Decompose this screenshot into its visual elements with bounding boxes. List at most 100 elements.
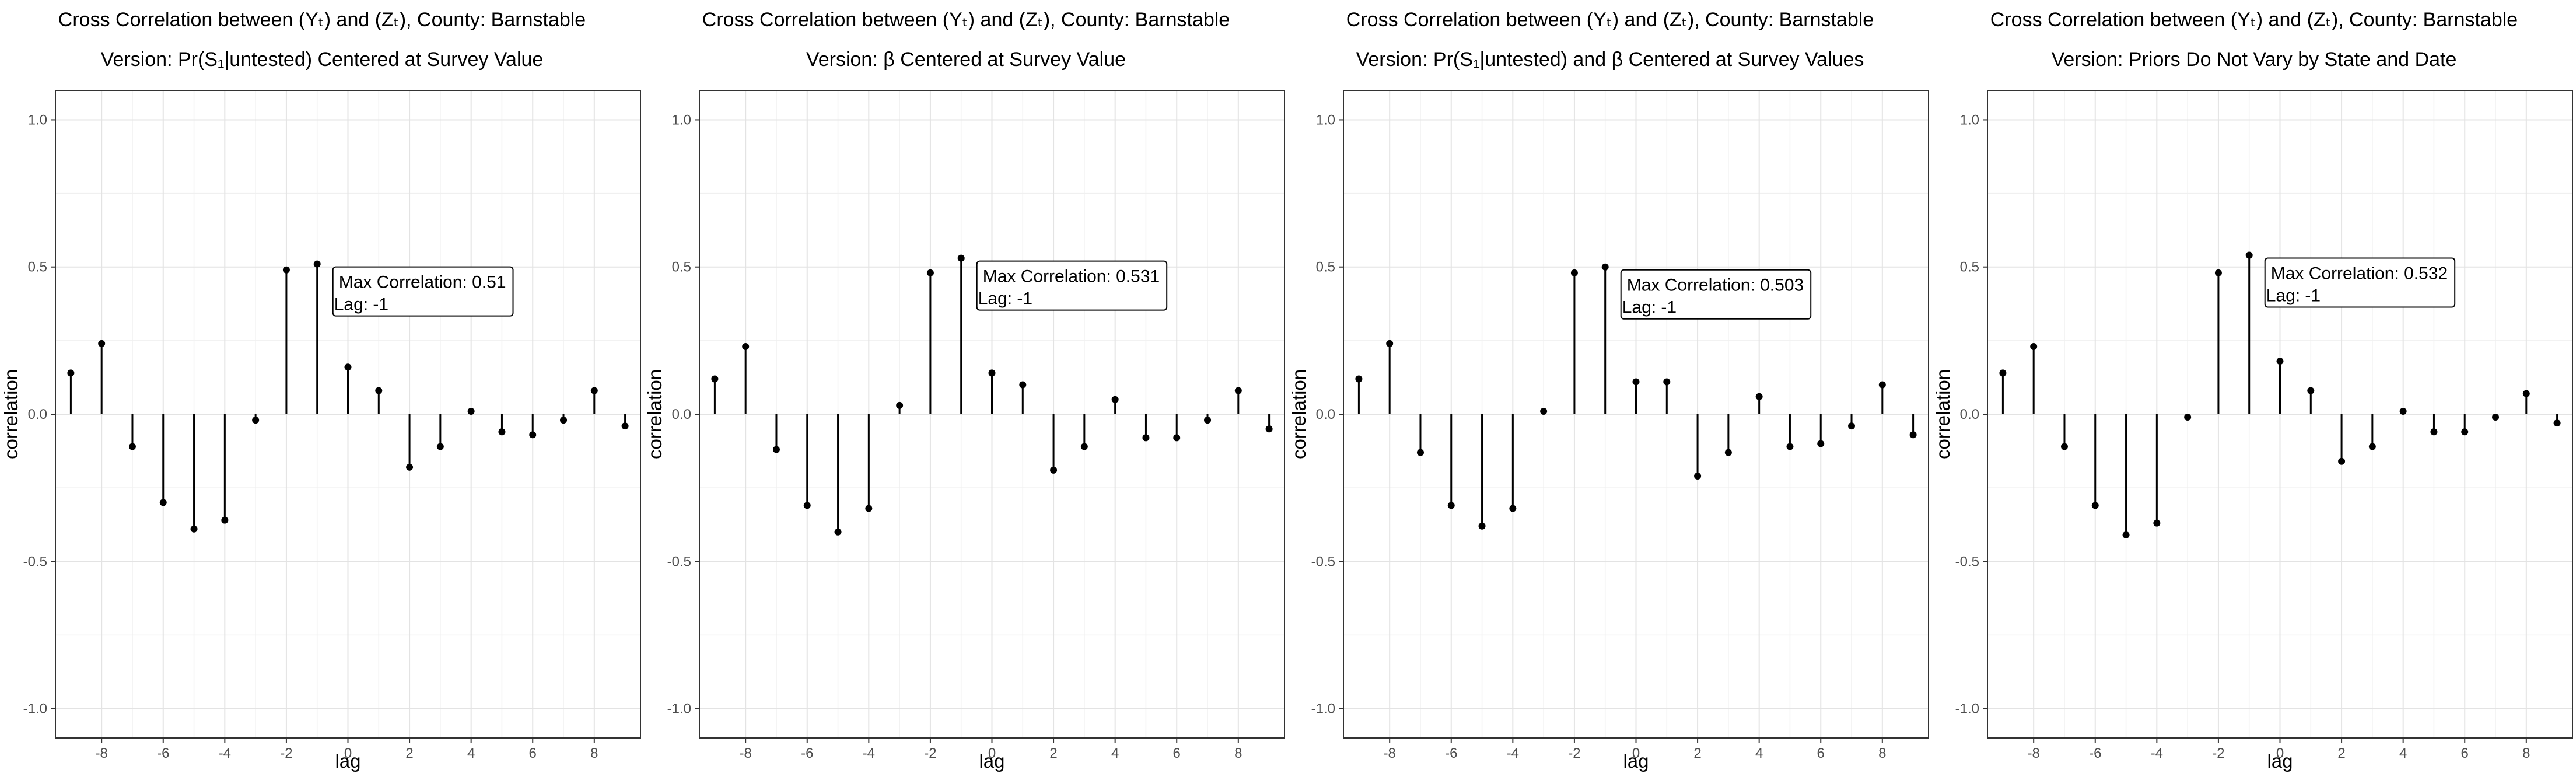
data-point — [926, 269, 934, 276]
y-tick-label: 1.0 — [1960, 112, 1979, 128]
x-tick-label: 2 — [2337, 746, 2345, 761]
annotation-box — [976, 260, 1168, 311]
annotation-max-text: Max Correlation: 0.532 — [2271, 264, 2448, 284]
x-tick-label: 2 — [1693, 746, 1701, 761]
x-tick-label: 2 — [1049, 746, 1057, 761]
y-tick-label: 0.5 — [672, 260, 691, 275]
data-point — [834, 528, 842, 536]
data-point — [1878, 381, 1886, 388]
max-correlation-annotation: Max Correlation: 0.531 Lag: -1 — [976, 260, 1168, 311]
y-tick-label: -0.5 — [1311, 554, 1335, 569]
x-tick-label: -2 — [280, 746, 292, 761]
data-point — [2245, 251, 2253, 259]
x-tick-label: -4 — [2151, 746, 2163, 761]
data-point — [1416, 449, 1424, 456]
x-axis-title: lag — [335, 750, 360, 772]
data-point — [2214, 269, 2222, 276]
y-tick-label: 0.0 — [1960, 407, 1979, 422]
x-tick-label: 0 — [2276, 746, 2284, 761]
data-point — [1601, 263, 1609, 271]
data-point — [159, 499, 167, 506]
chart-subtitle: Version: β Centered at Survey Value — [806, 48, 1126, 71]
data-point — [896, 401, 904, 409]
data-point — [1386, 340, 1394, 347]
data-point — [1142, 434, 1150, 442]
data-point — [67, 369, 75, 377]
y-tick-label: 1.0 — [1316, 112, 1335, 128]
annotation-max-text: Max Correlation: 0.531 — [983, 267, 1160, 286]
x-axis-title: lag — [1623, 750, 1648, 772]
y-tick-label: -1.0 — [23, 701, 47, 717]
x-tick-label: -4 — [1507, 746, 1519, 761]
x-tick-label: 4 — [2399, 746, 2407, 761]
y-tick-label: 1.0 — [672, 112, 691, 128]
data-point — [344, 363, 352, 371]
y-tick-label: 0.0 — [1316, 407, 1335, 422]
chart-subtitle: Version: Pr(S₁|untested) and β Centered … — [1356, 48, 1864, 71]
data-point — [190, 525, 198, 533]
data-point — [742, 342, 750, 350]
data-point — [2184, 414, 2192, 421]
data-point — [406, 463, 414, 471]
data-point — [98, 340, 106, 347]
x-tick-label: 0 — [988, 746, 996, 761]
y-tick-label: -1.0 — [1311, 701, 1335, 717]
data-point — [1080, 443, 1088, 450]
y-axis-title: correlation — [0, 369, 22, 459]
data-point — [1786, 443, 1794, 450]
data-point — [590, 387, 598, 394]
data-point — [1265, 425, 1273, 433]
data-point — [2030, 342, 2038, 350]
data-point — [1999, 369, 2007, 377]
chart-panel: Cross Correlation between (Yₜ) and (Zₜ),… — [1288, 0, 1932, 784]
x-tick-label: -8 — [96, 746, 108, 761]
y-axis-title: correlation — [1932, 369, 1954, 459]
data-point — [1509, 505, 1517, 512]
x-tick-label: -2 — [2212, 746, 2224, 761]
data-point — [529, 431, 537, 439]
y-tick-label: -0.5 — [23, 554, 47, 569]
data-point — [2338, 457, 2346, 465]
data-point — [1355, 375, 1363, 383]
x-tick-label: 8 — [1878, 746, 1886, 761]
x-tick-label: -6 — [801, 746, 813, 761]
data-point — [467, 407, 475, 415]
x-tick-label: 6 — [1173, 746, 1181, 761]
data-point — [957, 254, 965, 262]
x-tick-label: 8 — [1234, 746, 1242, 761]
x-tick-label: 4 — [467, 746, 475, 761]
x-tick-label: -4 — [219, 746, 231, 761]
x-tick-label: 8 — [2522, 746, 2530, 761]
chart-title: Cross Correlation between (Yₜ) and (Zₜ),… — [58, 9, 586, 31]
data-point — [2060, 443, 2068, 450]
data-point — [1173, 434, 1181, 442]
annotation-lag-text: Lag: -1 — [2266, 286, 2320, 306]
stem-plot: -8 -6 -4 -2 0 2 4 6 8 -1.0 -0.5 0.0 0.5 1.0 lag correla… — [1288, 90, 1929, 772]
max-correlation-annotation: Max Correlation: 0.503 Lag: -1 — [1620, 269, 1812, 320]
annotation-lag-text: Lag: -1 — [978, 289, 1032, 309]
x-tick-label: -2 — [924, 746, 936, 761]
data-point — [221, 516, 229, 524]
data-point — [282, 266, 290, 274]
x-tick-label: 6 — [1817, 746, 1825, 761]
chart-title: Cross Correlation between (Yₜ) and (Zₜ),… — [702, 9, 1230, 31]
data-point — [1447, 502, 1455, 509]
data-point — [1694, 472, 1702, 480]
x-tick-label: -6 — [1445, 746, 1457, 761]
annotation-max-text: Max Correlation: 0.51 — [339, 273, 506, 292]
y-tick-label: -0.5 — [1955, 554, 1979, 569]
data-point — [1204, 416, 1212, 424]
data-point — [2461, 428, 2469, 436]
data-point — [988, 369, 996, 377]
annotation-max-text: Max Correlation: 0.503 — [1627, 276, 1804, 295]
data-point — [1817, 440, 1825, 447]
x-tick-label: 4 — [1755, 746, 1763, 761]
x-tick-label: -4 — [863, 746, 875, 761]
y-tick-label: -1.0 — [667, 701, 691, 717]
data-point — [2276, 358, 2284, 365]
data-point — [2153, 519, 2161, 527]
x-tick-label: -2 — [1568, 746, 1580, 761]
stem-plot: -8 -6 -4 -2 0 2 4 6 8 -1.0 -0.5 0.0 0.5 1.0 lag correla… — [0, 90, 641, 772]
data-point — [1909, 431, 1917, 439]
